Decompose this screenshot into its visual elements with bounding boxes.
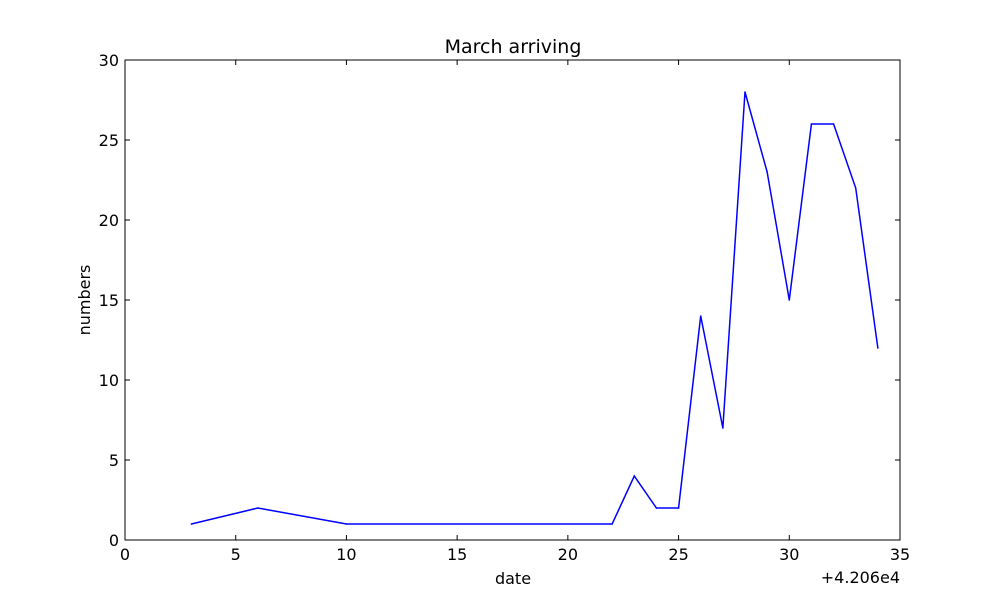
data-point [190,523,193,525]
y-tick-label: 10 [99,371,119,390]
series-group [190,91,879,525]
chart-title: March arriving [445,36,582,58]
x-tick-label: 25 [668,545,688,564]
x-axis-title: date [495,569,531,588]
data-point [744,91,746,93]
x-axis-offset-label: +4.206e4 [821,568,900,587]
y-tick-label: 0 [109,531,119,550]
data-point [722,427,724,429]
data-point [655,507,658,509]
y-tick-label: 20 [99,211,119,230]
y-axis-ticks: 0 5 10 15 20 25 30 [99,51,900,550]
plot-area-frame [124,59,901,541]
y-axis-title: numbers [75,265,94,336]
data-point [810,123,813,125]
x-tick-label: 10 [336,545,356,564]
y-tick-label: 5 [109,451,119,470]
data-point [832,123,835,125]
data-point [611,523,613,525]
x-tick-label: 15 [447,545,467,564]
data-point [257,507,259,509]
data-point [677,507,680,509]
y-tick-label: 15 [99,291,119,310]
series-line [191,91,879,525]
data-point [633,475,636,477]
x-tick-label: 35 [890,545,910,564]
data-point [345,523,348,525]
x-axis-ticks: 0 5 10 15 20 25 30 35 [120,60,910,564]
data-point [854,187,857,189]
x-tick-label: 0 [120,545,130,564]
y-tick-label: 30 [99,51,119,70]
data-point [877,347,879,349]
x-tick-label: 20 [558,545,578,564]
x-tick-label: 30 [779,545,799,564]
data-point [788,299,791,301]
data-point [699,315,702,317]
y-tick-label: 25 [99,131,119,150]
data-point [766,171,768,173]
x-tick-label: 5 [231,545,241,564]
